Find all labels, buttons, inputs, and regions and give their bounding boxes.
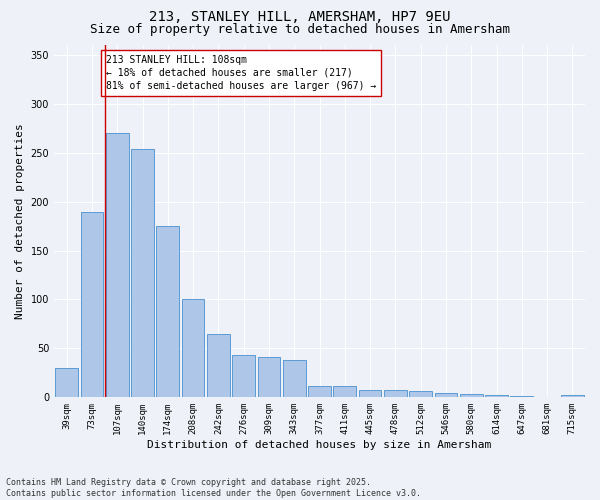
Bar: [485, 396, 508, 398]
X-axis label: Distribution of detached houses by size in Amersham: Distribution of detached houses by size …: [148, 440, 491, 450]
Bar: [257, 357, 280, 398]
Text: 213 STANLEY HILL: 108sqm
← 18% of detached houses are smaller (217)
81% of semi-: 213 STANLEY HILL: 108sqm ← 18% of detach…: [106, 55, 376, 91]
Bar: [182, 300, 205, 398]
Bar: [434, 394, 457, 398]
Bar: [55, 368, 78, 398]
Bar: [409, 392, 432, 398]
Bar: [334, 386, 356, 398]
Bar: [460, 394, 482, 398]
Bar: [106, 133, 128, 398]
Bar: [157, 226, 179, 398]
Bar: [384, 390, 407, 398]
Bar: [207, 334, 230, 398]
Y-axis label: Number of detached properties: Number of detached properties: [15, 124, 25, 319]
Bar: [308, 386, 331, 398]
Bar: [283, 360, 305, 398]
Bar: [131, 148, 154, 398]
Bar: [359, 390, 382, 398]
Bar: [232, 355, 255, 398]
Text: Size of property relative to detached houses in Amersham: Size of property relative to detached ho…: [90, 22, 510, 36]
Bar: [511, 396, 533, 398]
Bar: [80, 212, 103, 398]
Text: 213, STANLEY HILL, AMERSHAM, HP7 9EU: 213, STANLEY HILL, AMERSHAM, HP7 9EU: [149, 10, 451, 24]
Text: Contains HM Land Registry data © Crown copyright and database right 2025.
Contai: Contains HM Land Registry data © Crown c…: [6, 478, 421, 498]
Bar: [561, 396, 584, 398]
